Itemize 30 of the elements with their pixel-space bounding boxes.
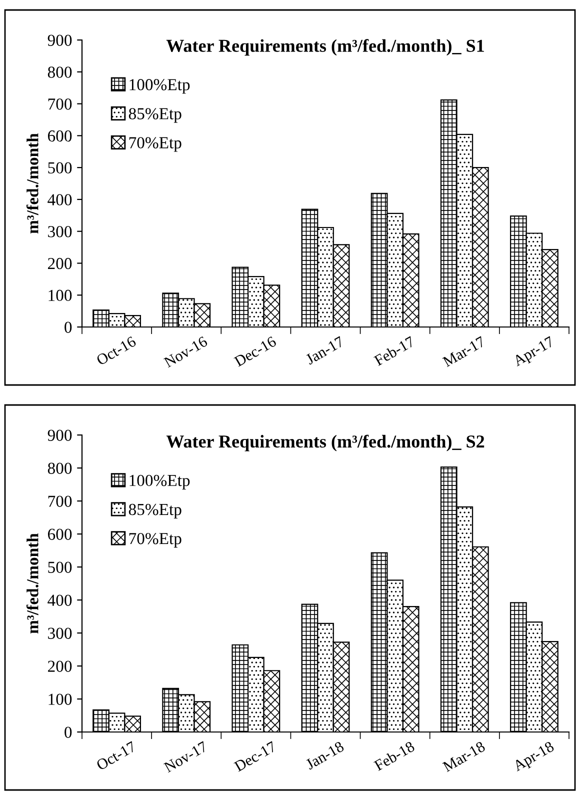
y-tick-label: 300 xyxy=(48,226,72,238)
y-tick-label: 100 xyxy=(48,694,72,705)
y-tick-label: 400 xyxy=(48,194,72,206)
y-tick-label: 900 xyxy=(48,430,72,441)
chart-title: Water Requirements (m³/fed./month)_ S2 xyxy=(166,434,484,452)
y-tick-label: 700 xyxy=(48,496,72,507)
y-tick-label: 100 xyxy=(48,290,72,302)
y-tick-label: 500 xyxy=(48,562,72,573)
y-tick-label: 700 xyxy=(48,98,72,110)
y-tick-label: 300 xyxy=(48,628,72,639)
chart-title: Water Requirements (m³/fed./month)_ S1 xyxy=(166,39,484,56)
y-tick-label: 900 xyxy=(48,34,72,46)
y-axis-title: m³/fed./month xyxy=(26,133,38,234)
legend-label: 70%Etp xyxy=(129,137,182,152)
y-tick-label: 600 xyxy=(48,528,72,540)
legend-label: 70%Etp xyxy=(129,532,182,548)
y-tick-label: 500 xyxy=(48,162,72,174)
y-axis-title: m³/fed./month xyxy=(26,533,38,634)
y-tick-label: 800 xyxy=(48,66,72,78)
legend-label: 100%Etp xyxy=(130,474,190,490)
legend-label: 85%Etp xyxy=(128,108,182,123)
legend-label: 85%Etp xyxy=(128,504,182,519)
y-tick-label: 400 xyxy=(48,594,72,606)
y-tick-label: 600 xyxy=(48,130,72,142)
y-tick-label: 200 xyxy=(48,258,72,270)
y-tick-label: 0 xyxy=(64,322,72,333)
y-tick-label: 200 xyxy=(48,660,72,672)
y-tick-label: 800 xyxy=(48,462,72,474)
legend-label: 100%Etp xyxy=(130,79,190,94)
y-tick-label: 0 xyxy=(64,726,72,738)
